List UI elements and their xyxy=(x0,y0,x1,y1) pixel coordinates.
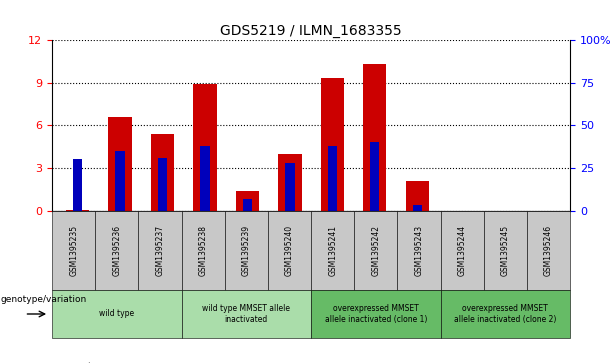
Bar xyxy=(73,159,82,211)
Bar xyxy=(328,146,337,211)
Bar xyxy=(321,78,344,211)
Text: GSM1395241: GSM1395241 xyxy=(328,225,337,276)
Text: overexpressed MMSET
allele inactivated (clone 1): overexpressed MMSET allele inactivated (… xyxy=(325,304,427,324)
Text: GSM1395245: GSM1395245 xyxy=(501,225,510,276)
Bar xyxy=(115,151,124,211)
Text: GSM1395242: GSM1395242 xyxy=(371,225,380,276)
Text: wild type: wild type xyxy=(99,310,134,318)
Bar xyxy=(109,117,132,211)
Bar xyxy=(193,84,216,211)
Text: wild type MMSET allele
inactivated: wild type MMSET allele inactivated xyxy=(202,304,291,324)
Bar xyxy=(66,210,89,211)
Bar xyxy=(278,154,302,211)
Text: GSM1395244: GSM1395244 xyxy=(458,225,466,276)
Text: GSM1395237: GSM1395237 xyxy=(156,225,164,276)
Text: genotype/variation: genotype/variation xyxy=(1,295,87,304)
Bar xyxy=(413,205,422,211)
Text: GSM1395238: GSM1395238 xyxy=(199,225,208,276)
Title: GDS5219 / ILMN_1683355: GDS5219 / ILMN_1683355 xyxy=(220,24,402,37)
Bar xyxy=(370,142,379,211)
Bar xyxy=(363,64,386,211)
Bar xyxy=(158,158,167,211)
Text: overexpressed MMSET
allele inactivated (clone 2): overexpressed MMSET allele inactivated (… xyxy=(454,304,557,324)
Text: GSM1395236: GSM1395236 xyxy=(112,225,121,276)
Text: GSM1395243: GSM1395243 xyxy=(414,225,424,276)
Bar xyxy=(151,134,174,211)
Bar xyxy=(236,191,259,211)
Text: GSM1395240: GSM1395240 xyxy=(285,225,294,276)
Bar xyxy=(406,181,429,211)
Bar xyxy=(243,199,252,211)
Text: GSM1395246: GSM1395246 xyxy=(544,225,553,276)
Text: GSM1395235: GSM1395235 xyxy=(69,225,78,276)
Bar xyxy=(200,146,210,211)
Text: GSM1395239: GSM1395239 xyxy=(242,225,251,276)
Bar xyxy=(285,163,294,211)
